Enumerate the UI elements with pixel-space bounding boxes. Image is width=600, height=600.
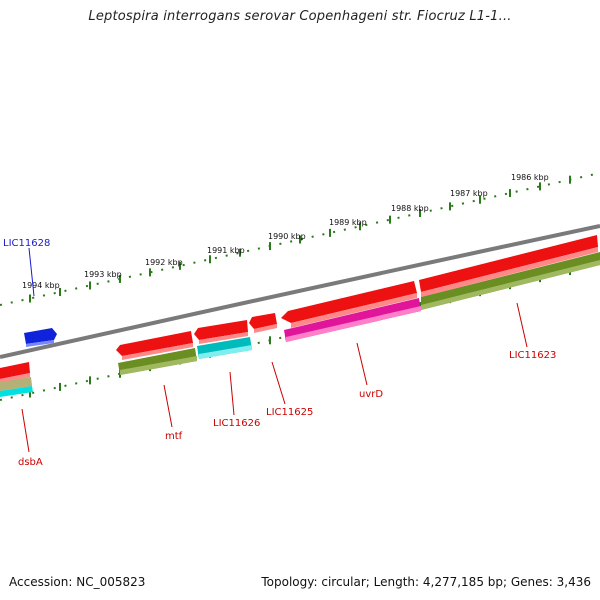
label-dsba: dsbA xyxy=(18,457,43,468)
label-mtf: mtf xyxy=(165,431,183,442)
label-lic11626: LIC11626 xyxy=(213,418,260,429)
outer-scale-track xyxy=(0,172,600,306)
genome-summary-text: Topology: circular; Length: 4,277,185 bp… xyxy=(261,575,591,589)
cds-dsba[interactable] xyxy=(0,377,33,397)
tick-label-1989: 1989 kbp xyxy=(329,218,367,227)
leader-uvrd xyxy=(356,342,368,386)
tick-label-1990: 1990 kbp xyxy=(268,232,306,241)
leader-dsba xyxy=(21,408,30,453)
gene-lic11625[interactable] xyxy=(249,313,277,333)
gene-mtf[interactable] xyxy=(116,331,193,360)
label-lic11628: LIC11628 xyxy=(3,238,50,249)
gene-lic11628[interactable] xyxy=(24,328,57,347)
tick-label-1988: 1988 kbp xyxy=(391,204,429,213)
cds-lic11623[interactable] xyxy=(421,252,600,310)
cds-mtf[interactable] xyxy=(118,348,197,375)
tick-label-1986: 1986 kbp xyxy=(511,173,549,182)
cds-uvrd[interactable] xyxy=(284,298,421,342)
label-uvrd: uvrD xyxy=(359,389,383,400)
gene-lic11626[interactable] xyxy=(194,320,248,344)
tick-label-1991: 1991 kbp xyxy=(207,246,245,255)
leader-lic11626 xyxy=(229,371,235,416)
label-lic11623: LIC11623 xyxy=(509,350,556,361)
label-lic11625: LIC11625 xyxy=(266,407,313,418)
tick-label-1993: 1993 kbp xyxy=(84,270,122,279)
tick-label-1992: 1992 kbp xyxy=(145,258,183,267)
backbone-line xyxy=(0,224,600,359)
gene-uvrd[interactable] xyxy=(281,281,417,328)
gene-dsba[interactable] xyxy=(0,362,30,383)
accession-text: Accession: NC_005823 xyxy=(9,575,146,589)
tick-label-1994: 1994 kbp xyxy=(22,281,60,290)
cds-lic11626[interactable] xyxy=(197,337,252,359)
map-title: Leptospira interrogans serovar Copenhage… xyxy=(88,9,512,24)
leader-lic11623 xyxy=(516,302,528,348)
leader-lic11628 xyxy=(28,247,35,297)
gene-lic11623[interactable] xyxy=(419,235,598,297)
leader-lic11625 xyxy=(271,361,286,405)
leader-mtf xyxy=(163,384,173,428)
tick-label-1987: 1987 kbp xyxy=(450,189,488,198)
